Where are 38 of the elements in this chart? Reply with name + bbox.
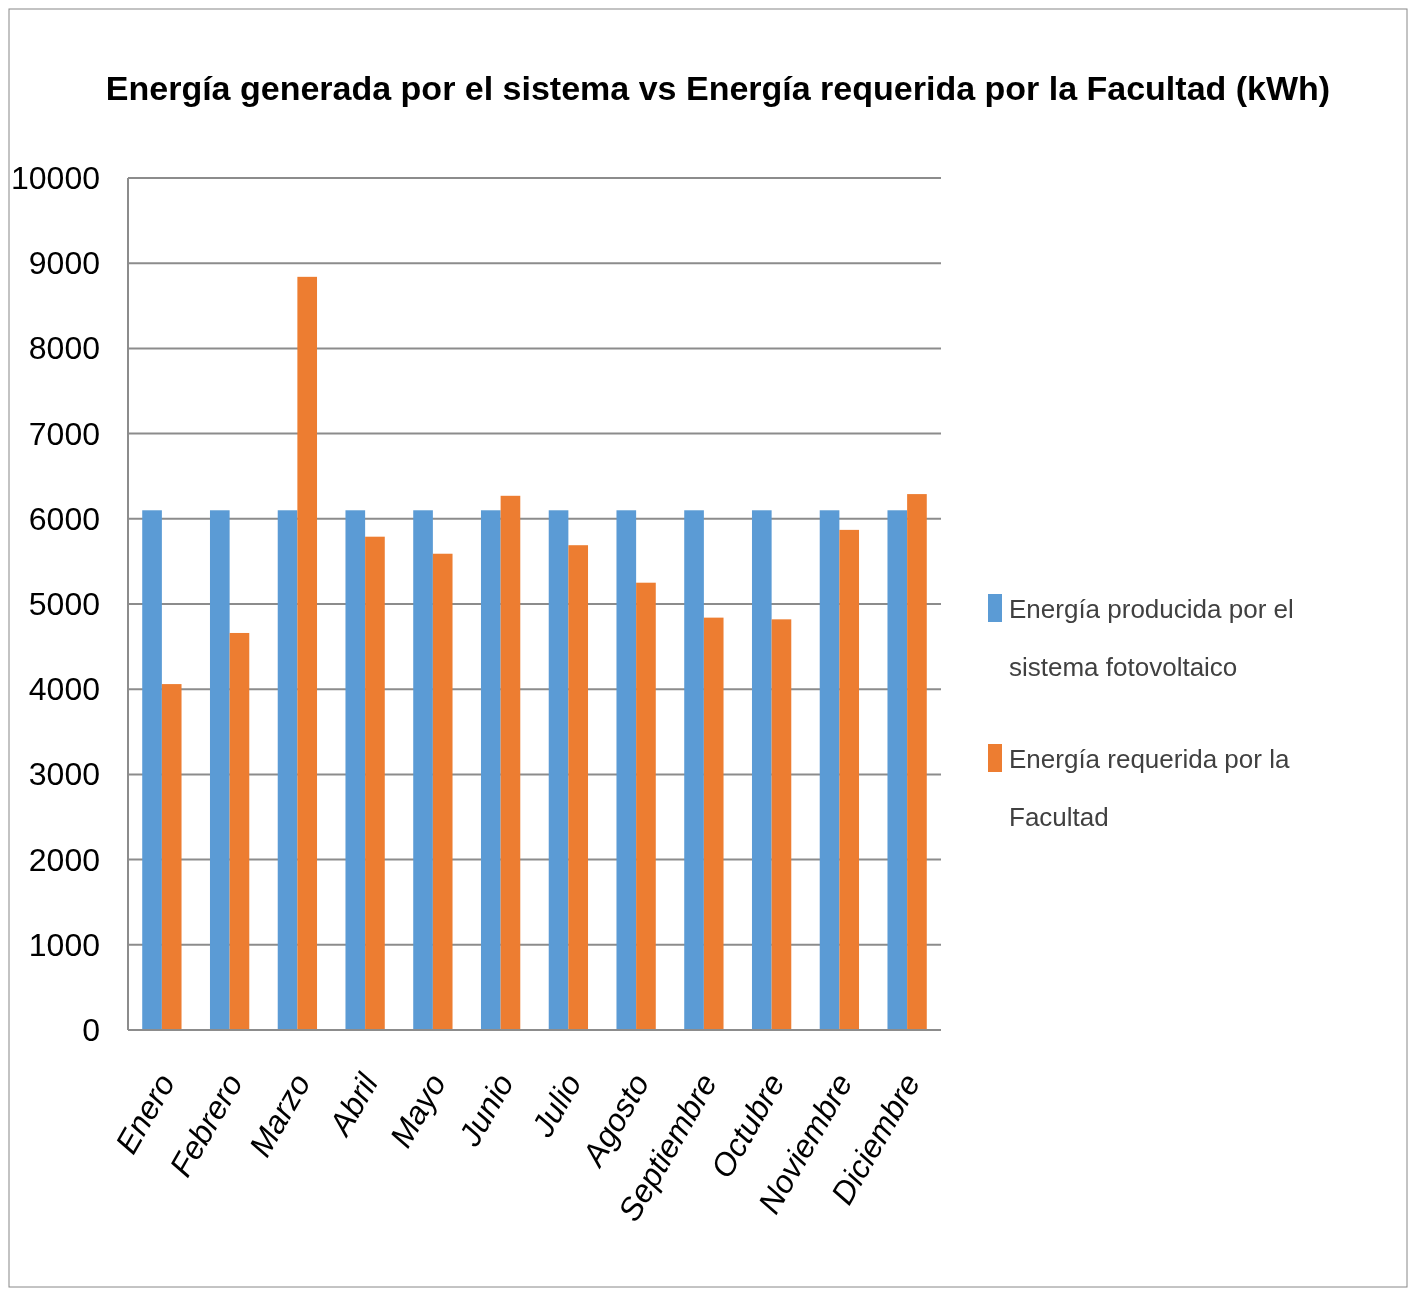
- bar: [907, 494, 927, 1030]
- bar: [480, 510, 501, 1030]
- y-tick-label: 0: [82, 1012, 100, 1048]
- bar: [636, 582, 656, 1030]
- y-tick-label: 6000: [28, 500, 100, 537]
- legend-label: Energía producida por el sistema fotovoltaico: [1009, 594, 1294, 682]
- bar: [229, 632, 250, 1030]
- y-tick-label: 10000: [11, 160, 100, 196]
- bar: [887, 510, 908, 1030]
- y-tick-label: 2000: [28, 841, 100, 878]
- bar: [684, 510, 704, 1030]
- bar: [500, 495, 521, 1030]
- bar: [365, 536, 385, 1030]
- y-tick-label: 7000: [28, 415, 100, 452]
- bar: [345, 510, 366, 1030]
- y-tick-label: 9000: [28, 245, 100, 282]
- bar: [568, 545, 589, 1030]
- y-tick-label: 8000: [28, 330, 100, 367]
- y-tick-label: 4000: [28, 671, 100, 708]
- y-tick-label: 3000: [28, 756, 100, 793]
- bar: [771, 619, 792, 1030]
- bar: [142, 510, 162, 1030]
- bar: [432, 553, 453, 1030]
- bar: [297, 276, 318, 1030]
- bar: [819, 510, 840, 1030]
- bar: [413, 510, 433, 1030]
- legend-label: Energía requerida por la Facultad: [1009, 744, 1290, 832]
- chart-title: Energía generada por el sistema vs Energía requerida por la Facultad (kWh): [105, 69, 1331, 107]
- bar: [751, 510, 772, 1030]
- bar: [839, 529, 860, 1030]
- y-tick-label: 5000: [28, 586, 100, 622]
- bar: [209, 510, 230, 1030]
- y-tick-label: 1000: [28, 926, 100, 963]
- bar: [616, 510, 637, 1030]
- bar: [277, 510, 298, 1030]
- bar: [548, 510, 569, 1030]
- bar: [703, 617, 724, 1030]
- bar: [161, 684, 182, 1030]
